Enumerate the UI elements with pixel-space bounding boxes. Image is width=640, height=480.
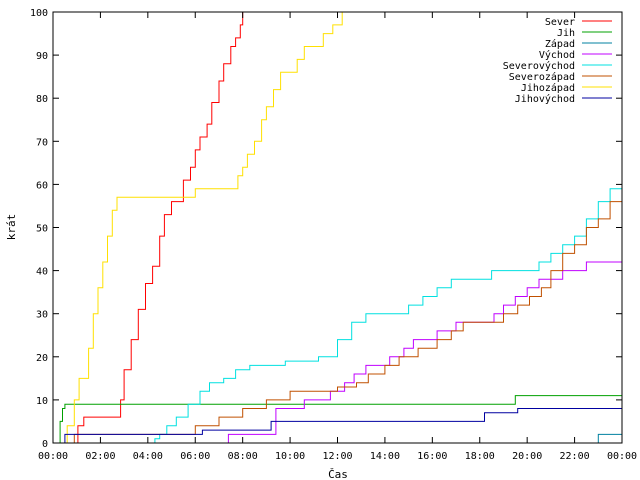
y-tick-label: 70 — [36, 137, 48, 148]
y-axis-label: krát — [5, 214, 18, 241]
x-tick-label: 08:00 — [228, 451, 258, 462]
y-tick-label: 90 — [36, 51, 48, 62]
series-line-8 — [53, 408, 622, 443]
series-line-1 — [53, 12, 248, 443]
y-tick-label: 80 — [36, 94, 48, 105]
x-tick-label: 14:00 — [370, 451, 400, 462]
y-tick-label: 10 — [36, 396, 48, 407]
series-line-7 — [53, 12, 622, 443]
legend-label: Severovýchod — [503, 60, 575, 72]
series-line-4 — [53, 253, 622, 443]
y-tick-label: 100 — [30, 8, 48, 19]
x-tick-label: 00:00 — [38, 451, 68, 462]
tick-labels: 00:00 02:00 04:00 06:00 08:00 10:00 12:00 14:00… — [30, 8, 637, 462]
x-tick-label: 22:00 — [560, 451, 590, 462]
x-tick-label: 12:00 — [322, 451, 352, 462]
x-tick-label: 06:00 — [180, 451, 210, 462]
series-line-5 — [53, 188, 622, 443]
series-line-6 — [53, 193, 622, 443]
legend-label: Východ — [539, 49, 575, 61]
y-tick-label: 60 — [36, 180, 48, 191]
y-tick-label: 40 — [36, 267, 48, 278]
series-line-2 — [53, 395, 622, 443]
legend-label: Severozápad — [509, 71, 575, 83]
legend: SeverJihZápadVýchodSeverovýchodSeverozáp… — [503, 17, 612, 105]
x-axis-label: Čas — [328, 468, 348, 480]
series-layer — [53, 12, 622, 443]
axes-layer — [52, 11, 623, 444]
y-tick-label: 20 — [36, 353, 48, 364]
y-tick-label: 30 — [36, 310, 48, 321]
legend-label: Západ — [545, 38, 575, 50]
y-tick-label: 0 — [42, 439, 48, 450]
x-tick-label: 00:00 — [607, 451, 637, 462]
x-tick-label: 04:00 — [133, 451, 163, 462]
x-tick-label: 20:00 — [512, 451, 542, 462]
legend-label: Jihovýchod — [515, 93, 575, 105]
x-tick-label: 16:00 — [417, 451, 447, 462]
x-tick-label: 02:00 — [85, 451, 115, 462]
legend-label: Jih — [557, 28, 575, 39]
legend-label: Sever — [545, 17, 575, 28]
legend-label: Jihozápad — [521, 82, 575, 94]
x-tick-label: 10:00 — [275, 451, 305, 462]
x-tick-label: 18:00 — [465, 451, 495, 462]
series-line-3 — [53, 433, 622, 443]
y-tick-label: 50 — [36, 224, 48, 235]
